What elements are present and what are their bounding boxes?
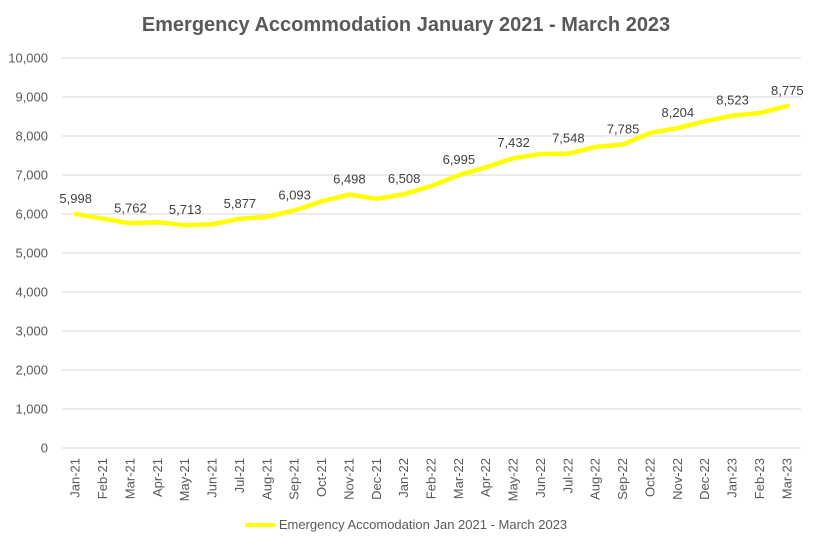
x-tick-label: Sep-22 (615, 458, 630, 500)
data-label: 8,523 (716, 93, 749, 108)
data-label: 6,995 (443, 152, 476, 167)
data-label: 7,548 (552, 131, 585, 146)
data-label: 7,432 (497, 135, 530, 150)
x-tick-label: Feb-23 (752, 458, 767, 499)
x-tick-label: Nov-21 (341, 458, 356, 500)
x-tick-label: Jan-22 (396, 458, 411, 498)
data-label: 6,498 (333, 172, 366, 187)
x-tick-label: Apr-21 (150, 458, 165, 497)
y-tick-label: 0 (41, 441, 48, 456)
y-tick-label: 6,000 (15, 207, 48, 222)
data-label: 7,785 (607, 121, 640, 136)
x-tick-label: Jun-21 (205, 458, 220, 498)
x-tick-label: Aug-22 (588, 458, 603, 500)
x-tick-label: Apr-22 (478, 458, 493, 497)
y-tick-label: 1,000 (15, 402, 48, 417)
legend-swatch (244, 522, 275, 527)
y-axis: 0 1,000 2,000 3,000 4,000 5,000 6,000 7,000 8,00… (8, 51, 48, 456)
y-tick-label: 5,000 (15, 246, 48, 261)
x-tick-label: Dec-22 (697, 458, 712, 500)
y-tick-label: 7,000 (15, 168, 48, 183)
x-tick-label: Jun-22 (533, 458, 548, 498)
data-label: 8,204 (662, 105, 695, 120)
data-label: 5,877 (224, 196, 257, 211)
data-label: 5,762 (114, 200, 147, 215)
legend-label: Emergency Accomodation Jan 2021 - March … (278, 517, 568, 532)
y-tick-label: 2,000 (15, 363, 48, 378)
x-tick-label: Feb-22 (424, 458, 439, 499)
x-tick-label: Feb-21 (95, 458, 110, 499)
data-label: 5,998 (59, 191, 92, 206)
y-tick-label: 8,000 (15, 129, 48, 144)
x-tick-label: Oct-21 (314, 458, 329, 497)
chart-title: Emergency Accommodation January 2021 - M… (141, 14, 671, 36)
x-tick-label: Sep-21 (287, 458, 302, 500)
y-tick-label: 3,000 (15, 324, 48, 339)
x-tick-label: Dec-21 (369, 458, 384, 500)
data-labels: 5,998 5,762 5,713 5,877 6,093 6,498 6,508 6,995… (59, 83, 803, 217)
x-tick-label: Aug-21 (259, 458, 274, 500)
data-label: 8,775 (771, 83, 804, 98)
x-tick-label: Mar-21 (122, 458, 137, 499)
x-tick-label: Mar-22 (451, 458, 466, 499)
x-axis: Jan-21 Feb-21 Mar-21 Apr-21 May-21 Jun-21 Jul-… (62, 447, 801, 501)
x-tick-label: Nov-22 (670, 458, 685, 500)
data-label: 6,508 (388, 171, 421, 186)
x-tick-label: Oct-22 (642, 458, 657, 497)
x-tick-label: May-22 (506, 458, 521, 501)
x-tick-label: Jul-21 (232, 458, 247, 493)
data-label: 5,713 (169, 202, 202, 217)
y-tick-label: 9,000 (15, 90, 48, 105)
x-tick-label: Mar-23 (779, 458, 794, 499)
y-tick-label: 4,000 (15, 285, 48, 300)
x-tick-label: Jan-21 (68, 458, 83, 498)
legend: Emergency Accomodation Jan 2021 - March … (0, 517, 812, 532)
x-tick-label: Jan-23 (725, 458, 740, 498)
x-tick-label: May-21 (177, 458, 192, 501)
x-tick-label: Jul-22 (560, 458, 575, 493)
y-tick-label: 10,000 (8, 51, 48, 66)
series-layer (73, 103, 790, 228)
data-label: 6,093 (278, 187, 311, 202)
